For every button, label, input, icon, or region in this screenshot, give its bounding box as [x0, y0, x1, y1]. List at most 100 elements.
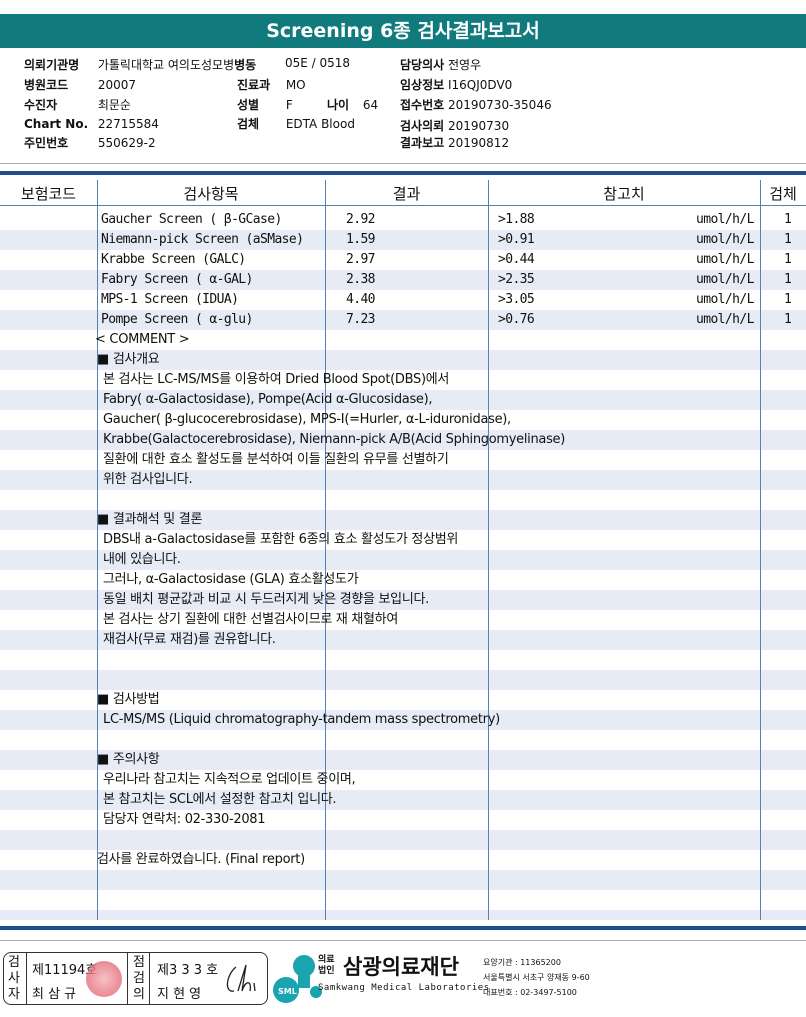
comment-line: ■ 검사방법	[97, 692, 160, 707]
reviewer-name: 지 현 영	[157, 987, 202, 1002]
divider	[0, 171, 806, 175]
hospital-code: 20007	[97, 78, 137, 92]
comment-line: DBS내 a-Galactosidase를 포함한 6종의 효소 활성도가 정상…	[103, 532, 459, 547]
table-row: Krabbe Screen (GALC) 2.97 >0.44 umol/h/L 1	[0, 250, 806, 270]
column-divider	[97, 180, 98, 920]
comment-line: 그러나, α-Galactosidase (GLA) 효소활성도가	[103, 572, 359, 587]
chart-no: 22715584	[97, 117, 159, 131]
address: 서울특별시 서초구 양재동 9-60	[483, 973, 590, 982]
examiner-name: 최 삼 규	[32, 987, 77, 1002]
cell-ref: >1.88	[498, 212, 535, 227]
divider	[0, 205, 806, 206]
cell-specimen: 1	[784, 252, 792, 267]
comment-line: 담당자 연락처: 02-330-2081	[103, 812, 266, 827]
cell-ref: >0.44	[498, 252, 535, 267]
cell-ref: >2.35	[498, 272, 535, 287]
column-divider	[760, 180, 761, 920]
id-number: 550629-2	[97, 136, 156, 150]
label: 접수번호	[400, 98, 445, 112]
cell-specimen: 1	[784, 272, 792, 287]
label: Chart No.	[24, 117, 89, 131]
cell-specimen: 1	[784, 312, 792, 327]
label: 결과보고	[400, 136, 445, 150]
report-date: 20190812	[448, 136, 510, 150]
comment-line: 본 검사는 LC-MS/MS를 이용하여 Dried Blood Spot(DB…	[103, 372, 450, 387]
label: 담당의사	[400, 58, 445, 72]
col-result: 결과	[392, 185, 421, 203]
comment-line: ■ 결과해석 및 결론	[97, 512, 203, 527]
table-header: 보험코드 검사항목 결과 참고치 검체	[0, 180, 806, 205]
reviewer-no: 제3 3 3 호	[157, 963, 219, 978]
request-date: 20190730	[448, 119, 510, 133]
comment-line: 질환에 대한 효소 활성도를 분석하여 이들 질환의 유무를 선별하기	[103, 452, 449, 467]
receipt-no: 20190730-35046	[448, 98, 552, 112]
label: 임상정보	[400, 78, 445, 92]
logo-text: SML	[278, 987, 297, 996]
examiner-no: 제11194호	[32, 963, 98, 978]
org-type: 의료법인	[318, 955, 335, 976]
label: 나이	[327, 98, 350, 112]
reviewer-label: 점검의	[133, 955, 145, 1002]
cell-ref: >0.76	[498, 312, 535, 327]
signature	[226, 964, 256, 992]
table-row: Pompe Screen ( α-glu) 7.23 >0.76 umol/h/L 1	[0, 310, 806, 330]
comment-line: Krabbe(Galactocerebrosidase), Niemann-pi…	[103, 432, 566, 447]
doctor: 전영우	[448, 58, 482, 72]
label: 검체	[237, 117, 260, 131]
specimen: EDTA Blood	[285, 117, 355, 131]
ward: 05E / 0518	[285, 56, 351, 70]
seal-stamp	[86, 961, 122, 997]
comment-line: 본 검사는 상기 질환에 대한 선별검사이므로 재 채혈하여	[103, 612, 399, 627]
signature-box: 검사자 제11194호 최 삼 규 점검의 제3 3 3 호 지 현 영	[3, 952, 268, 1005]
comment-line: Gaucher( β-glucocerebrosidase), MPS-I(=H…	[103, 412, 511, 427]
label: 검사의뢰	[400, 119, 445, 133]
org-english-name: Samkwang Medical Laboratories	[318, 983, 490, 993]
col-reference: 참고치	[603, 185, 645, 203]
institution: 가톨릭대학교 여의도성모병	[97, 58, 235, 72]
label: 성별	[237, 98, 260, 112]
lab-logo: SML	[272, 952, 332, 1004]
comment-line: LC-MS/MS (Liquid chromatography-tandem m…	[103, 712, 500, 727]
column-divider	[325, 180, 326, 920]
table-row: Fabry Screen ( α-GAL) 2.38 >2.35 umol/h/L 1	[0, 270, 806, 290]
results-body	[0, 210, 806, 920]
cell-unit: umol/h/L	[696, 312, 754, 327]
phone: 대표번호 : 02-3497-5100	[483, 988, 577, 997]
cell-item: Krabbe Screen (GALC)	[101, 252, 246, 267]
label: 병동	[234, 58, 257, 72]
patient-name: 최문순	[97, 98, 131, 112]
label: 의뢰기관명	[24, 58, 80, 72]
cell-item: MPS-1 Screen (IDUA)	[101, 292, 239, 307]
clinical-info: I16QJ0DV0	[448, 78, 513, 92]
report-title: Screening 6종 검사결과보고서	[0, 14, 806, 48]
table-row: Niemann-pick Screen (aSMase) 1.59 >0.91 umo…	[0, 230, 806, 250]
comment-line: 본 참고치는 SCL에서 설정한 참고치 입니다.	[103, 792, 337, 807]
cell-result: 7.23	[346, 312, 376, 327]
org-name: 삼광의료재단	[343, 955, 459, 979]
sex: F	[285, 98, 293, 112]
cell-ref: >0.91	[498, 232, 535, 247]
divider	[0, 940, 806, 941]
cell-result: 1.59	[346, 232, 376, 247]
table-row: MPS-1 Screen (IDUA) 4.40 >3.05 umol/h/L 1	[0, 290, 806, 310]
column-divider	[488, 180, 489, 920]
comment-line: 검사를 완료하였습니다. (Final report)	[97, 852, 305, 867]
comment-line: < COMMENT >	[95, 332, 190, 347]
label: 주민번호	[24, 136, 69, 150]
sml-logo-icon: SML	[273, 955, 322, 1003]
cell-result: 4.40	[346, 292, 376, 307]
comment-line: Fabry( α-Galactosidase), Pompe(Acid α-Gl…	[103, 392, 433, 407]
dept: MO	[285, 78, 306, 92]
comment-line: 우리나라 참고치는 지속적으로 업데이트 중이며,	[103, 772, 356, 787]
cell-item: Niemann-pick Screen (aSMase)	[101, 232, 304, 247]
cell-unit: umol/h/L	[696, 232, 754, 247]
cell-unit: umol/h/L	[696, 292, 754, 307]
examiner-label: 검사자	[8, 955, 20, 1002]
label: 병원코드	[24, 78, 69, 92]
cell-item: Pompe Screen ( α-glu)	[101, 312, 253, 327]
comment-line: ■ 주의사항	[97, 752, 160, 767]
comment-line: 위한 검사입니다.	[103, 472, 193, 487]
comment-line: 재검사(무료 재검)를 권유합니다.	[103, 632, 276, 647]
cell-specimen: 1	[784, 212, 792, 227]
col-specimen: 검체	[769, 185, 797, 203]
